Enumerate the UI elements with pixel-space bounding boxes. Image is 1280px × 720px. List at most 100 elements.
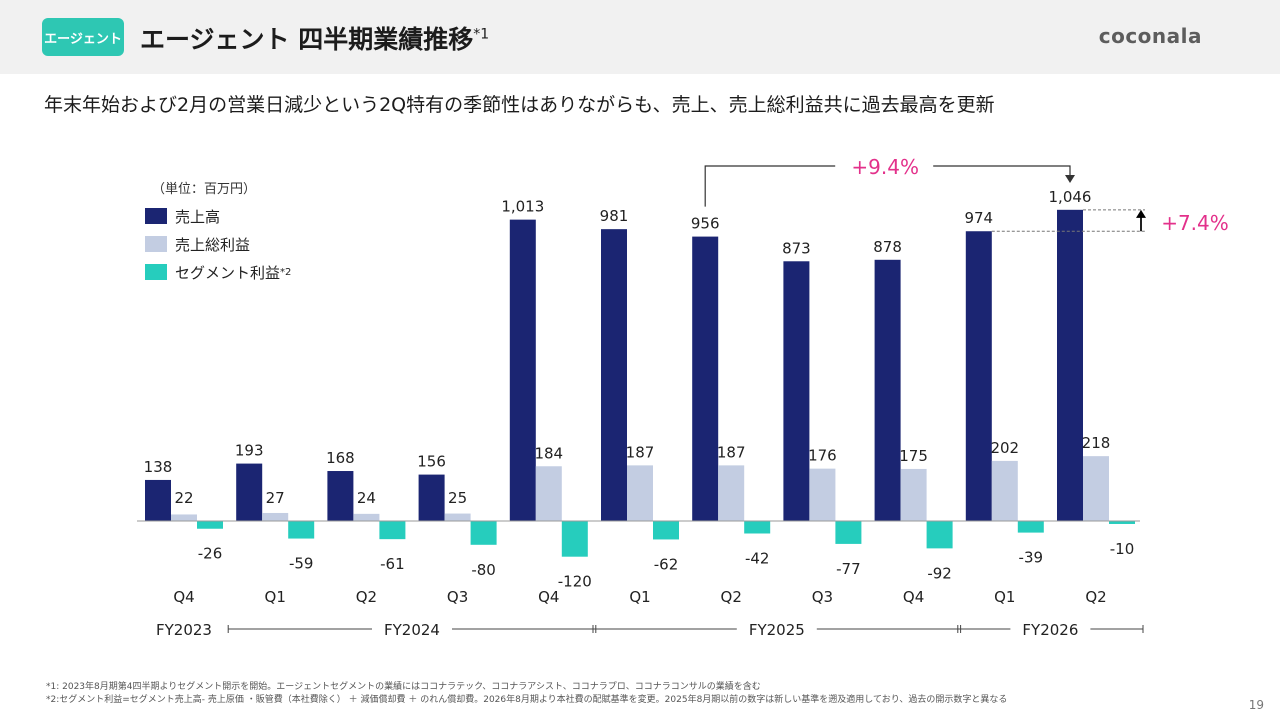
bar-s0-10 <box>1057 209 1083 521</box>
bar-s0-8 <box>874 259 901 521</box>
x-tick-label-3: Q3 <box>447 588 468 606</box>
bar-s0-5 <box>601 229 627 521</box>
title-footnote-marker: *1 <box>473 26 490 43</box>
data-label-s1-6: 187 <box>717 443 746 461</box>
bar-s2-9 <box>1017 521 1044 533</box>
bar-s0-3 <box>418 474 445 521</box>
bar-s2-6 <box>744 521 771 534</box>
data-label-s2-7: -77 <box>836 560 861 578</box>
bar-s2-5 <box>653 521 679 540</box>
footnote-1: *1: 2023年8月期第4四半期よりセグメント開示を開始。エージェントセグメン… <box>46 682 761 692</box>
data-label-s2-4: -120 <box>558 573 592 591</box>
x-tick-label-8: Q4 <box>903 588 924 606</box>
legend-item-gross-profit: 売上総利益 <box>145 230 291 258</box>
bar-s1-1 <box>262 512 289 521</box>
bar-s1-5 <box>627 465 653 521</box>
data-label-s2-10: -10 <box>1110 540 1135 558</box>
chart-legend: 売上高 売上総利益 セグメント利益 *2 <box>145 202 291 286</box>
x-tick-label-1: Q1 <box>265 588 286 606</box>
data-label-s0-0: 138 <box>144 458 173 476</box>
bar-s2-10 <box>1109 521 1135 524</box>
bar-s2-1 <box>288 521 315 539</box>
data-label-s0-1: 193 <box>235 442 264 460</box>
footnotes: *1: 2023年8月期第4四半期よりセグメント開示を開始。エージェントセグメン… <box>46 681 1007 707</box>
fy-label-1: FY2024 <box>384 621 440 639</box>
legend-swatch-revenue <box>145 208 167 224</box>
qoq-arrowhead <box>1136 209 1146 218</box>
bar-s1-7 <box>809 468 836 521</box>
data-label-s2-5: -62 <box>654 555 679 573</box>
header-bar: エージェント エージェント 四半期業績推移*1 coconala <box>0 0 1280 74</box>
yoy-arrowhead <box>1065 175 1075 183</box>
data-label-s0-3: 156 <box>417 453 446 471</box>
data-label-s1-9: 202 <box>990 439 1019 457</box>
legend-label-gross-profit: 売上総利益 <box>175 235 251 254</box>
legend-swatch-segment-profit <box>145 264 167 280</box>
data-label-s0-8: 878 <box>873 238 902 256</box>
x-tick-label-7: Q3 <box>812 588 833 606</box>
data-label-s0-6: 956 <box>691 215 720 233</box>
legend-label-segment-profit: セグメント利益 <box>175 263 281 282</box>
legend-item-revenue: 売上高 <box>145 202 291 230</box>
data-label-s2-8: -92 <box>927 564 952 582</box>
yoy-growth-label: +9.4% <box>851 155 919 179</box>
page-number: 19 <box>1248 698 1264 712</box>
bar-s1-8 <box>900 468 927 521</box>
data-label-s0-9: 974 <box>964 209 993 227</box>
bar-s2-2 <box>379 521 406 540</box>
data-label-s2-3: -80 <box>471 561 496 579</box>
bar-s1-4 <box>535 466 562 521</box>
fy-label-0: FY2023 <box>156 621 212 639</box>
bar-s0-9 <box>965 231 992 522</box>
x-tick-label-0: Q4 <box>173 588 194 606</box>
data-label-s1-10: 218 <box>1082 434 1111 452</box>
unit-label: （単位：百万円） <box>152 182 257 197</box>
bar-s0-0 <box>145 479 171 521</box>
data-label-s2-2: -61 <box>380 555 405 573</box>
legend-label-revenue: 売上高 <box>175 207 221 226</box>
data-label-s0-2: 168 <box>326 449 355 467</box>
data-label-s1-0: 22 <box>174 489 193 507</box>
bar-s2-0 <box>197 521 223 529</box>
data-label-s0-4: 1,013 <box>501 198 544 216</box>
legend-item-segment-profit: セグメント利益 *2 <box>145 258 291 286</box>
x-tick-label-10: Q2 <box>1085 588 1106 606</box>
data-label-s1-5: 187 <box>626 443 655 461</box>
bar-s1-2 <box>353 513 380 521</box>
yoy-connector-right <box>933 165 1071 177</box>
data-label-s1-7: 176 <box>808 447 837 465</box>
yoy-connector-left <box>704 165 836 207</box>
data-label-s0-10: 1,046 <box>1049 188 1092 206</box>
bar-s1-0 <box>171 514 197 521</box>
x-tick-label-5: Q1 <box>629 588 650 606</box>
footnote-2: *2:セグメント利益=セグメント売上高- 売上原価 ・販管費（本社費除く） ＋ … <box>46 695 1008 705</box>
slide-subtitle: 年末年始および2月の営業日減少という2Q特有の季節性はありながらも、売上、売上総… <box>44 94 995 116</box>
x-tick-label-6: Q2 <box>721 588 742 606</box>
x-tick-label-4: Q4 <box>538 588 559 606</box>
bar-s0-6 <box>692 236 719 521</box>
bar-s2-7 <box>835 521 862 544</box>
data-label-s0-7: 873 <box>782 239 811 257</box>
bar-s0-2 <box>327 471 354 521</box>
page-title: エージェント 四半期業績推移*1 <box>140 20 489 56</box>
bar-s2-4 <box>561 521 588 557</box>
page-title-text: エージェント 四半期業績推移 <box>140 25 474 54</box>
bar-s0-7 <box>783 261 810 521</box>
bar-s1-9 <box>991 460 1018 521</box>
fy-label-2: FY2025 <box>749 621 805 639</box>
x-tick-label-9: Q1 <box>994 588 1015 606</box>
bar-s1-10 <box>1083 456 1109 521</box>
data-label-s1-3: 25 <box>448 489 467 507</box>
data-label-s2-9: -39 <box>1019 549 1044 567</box>
data-label-s0-5: 981 <box>600 207 629 225</box>
bar-s1-3 <box>444 513 471 521</box>
data-label-s2-1: -59 <box>289 555 314 573</box>
data-label-s1-1: 27 <box>266 489 285 507</box>
x-tick-label-2: Q2 <box>356 588 377 606</box>
data-label-s1-8: 175 <box>899 447 928 465</box>
data-label-s2-6: -42 <box>745 549 770 567</box>
legend-swatch-gross-profit <box>145 236 167 252</box>
coconala-logo: coconala <box>1098 24 1202 48</box>
bar-s2-3 <box>470 521 497 545</box>
bar-s0-4 <box>509 219 536 521</box>
